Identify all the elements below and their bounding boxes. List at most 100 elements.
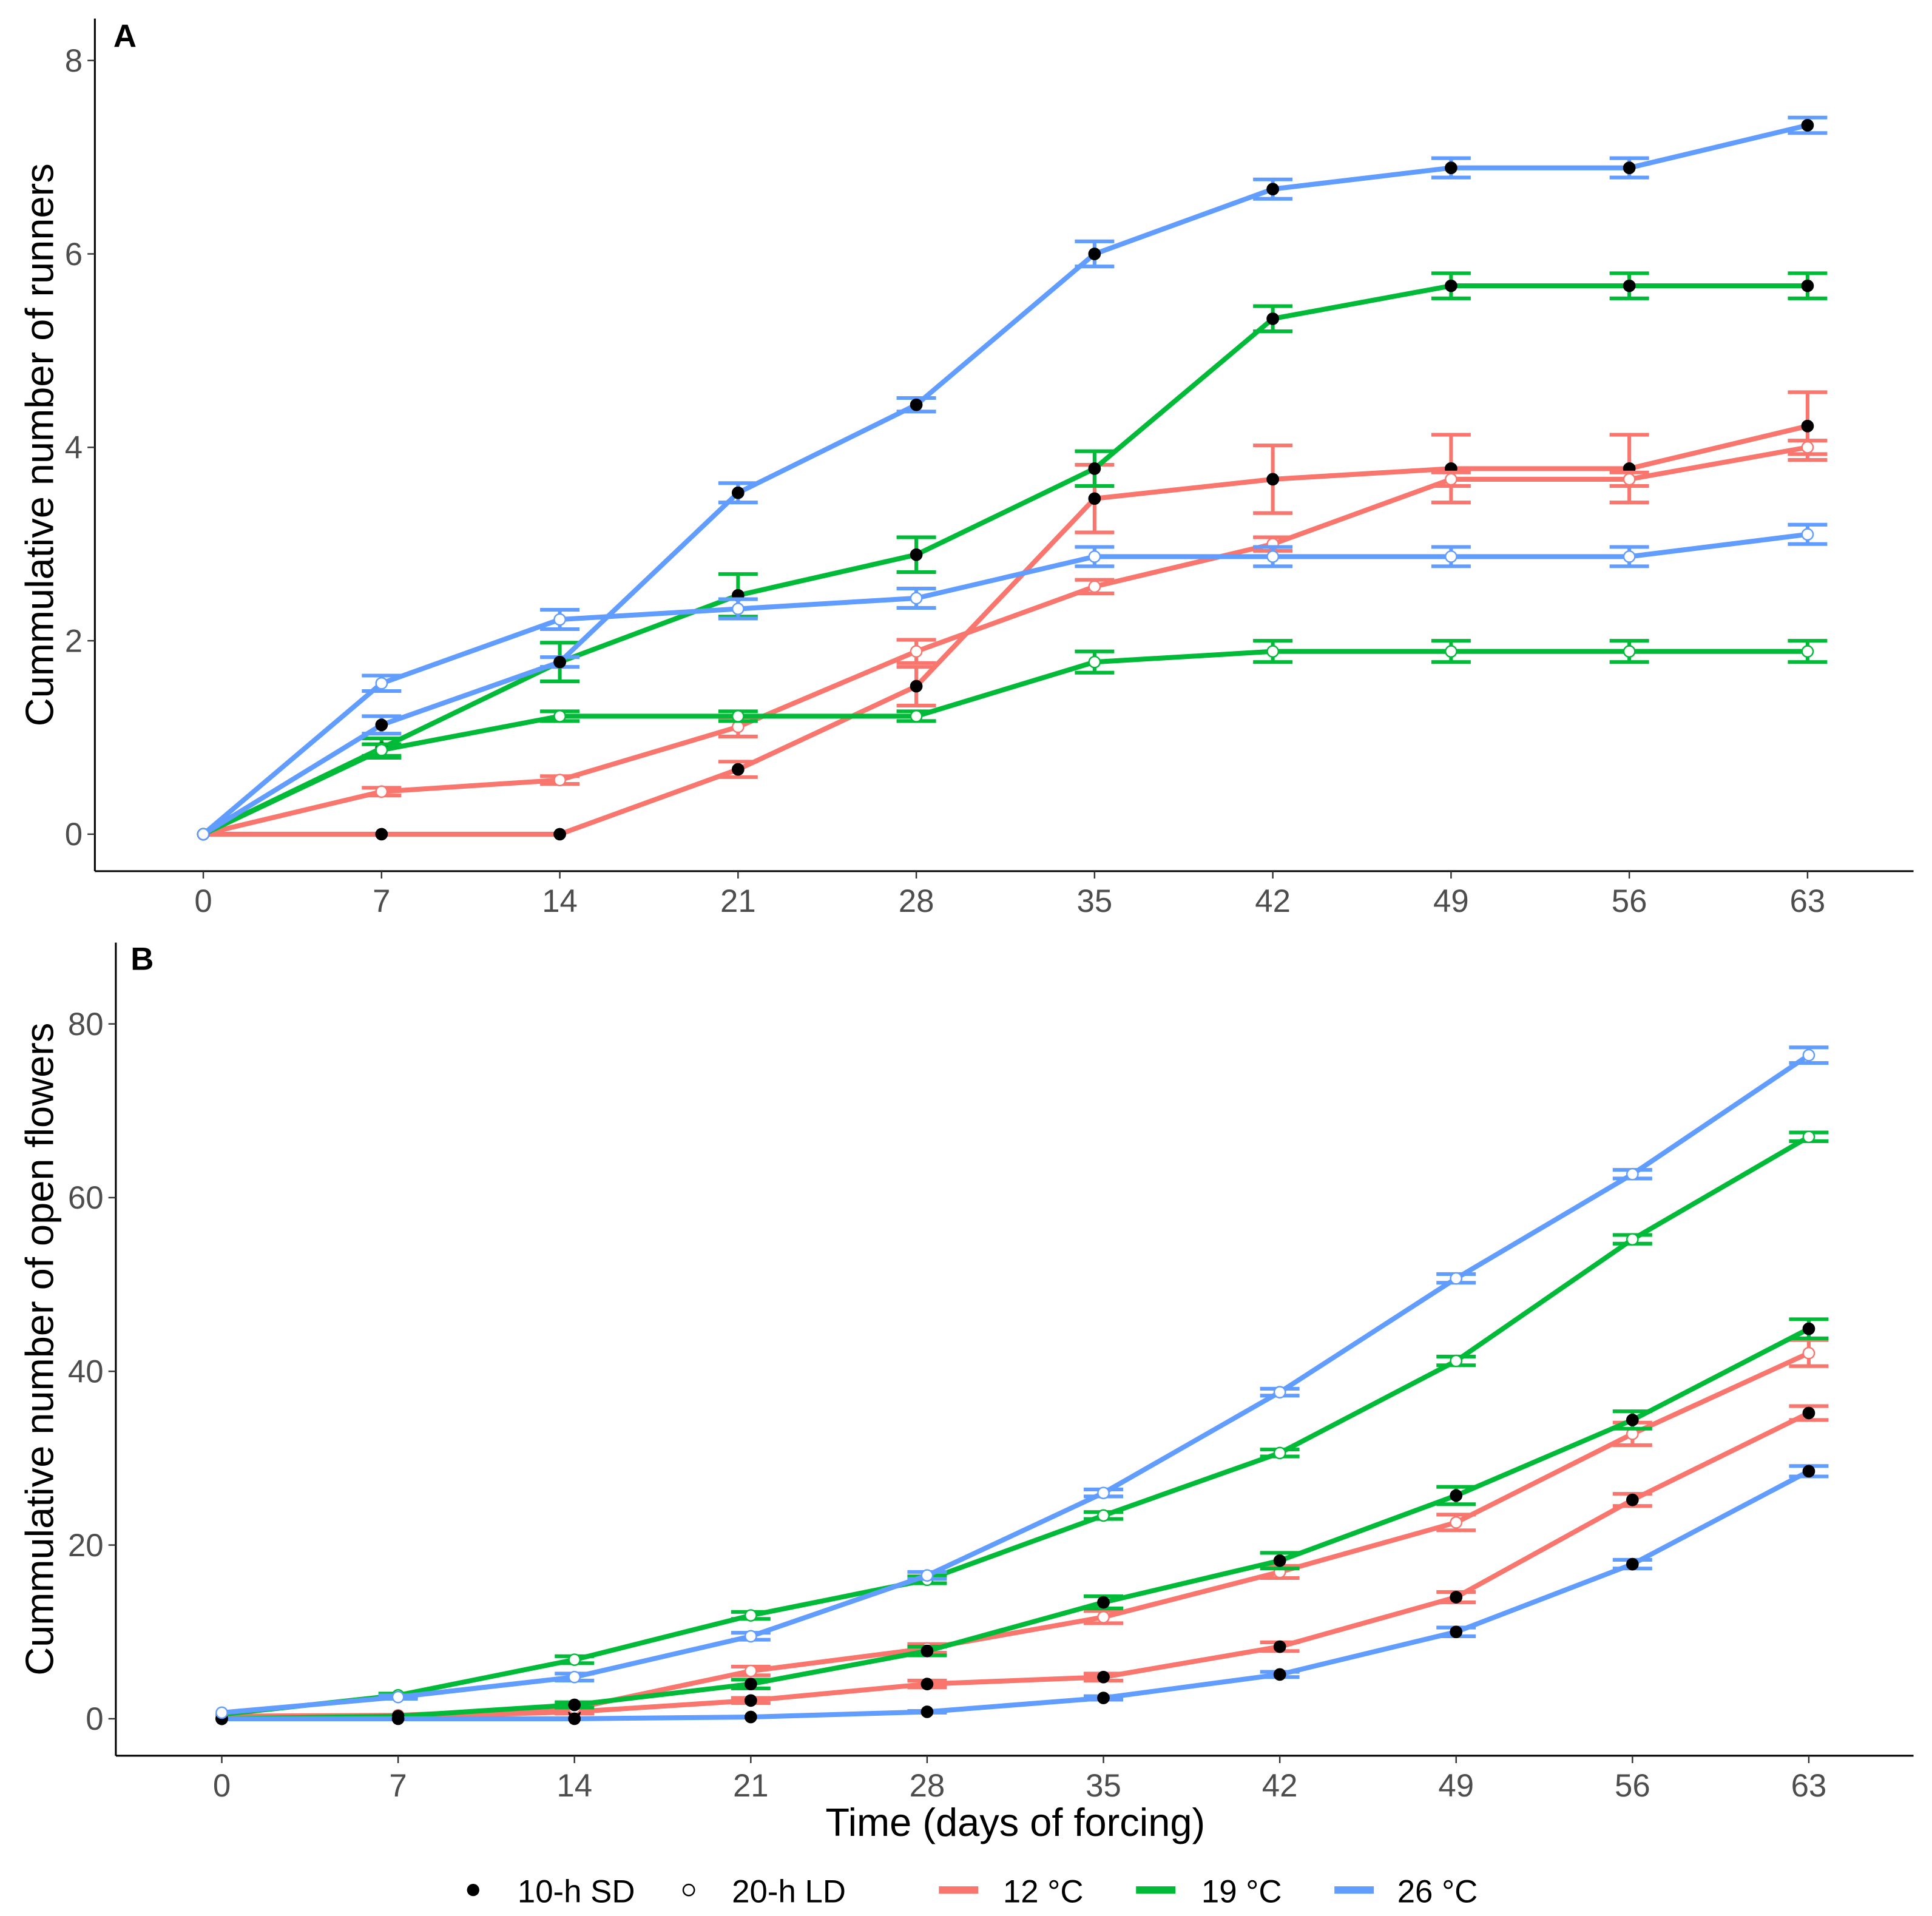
data-point — [553, 613, 566, 626]
x-tick-label: 21 — [720, 883, 756, 919]
data-point — [1801, 119, 1814, 132]
data-point — [1445, 473, 1457, 486]
data-point — [1450, 1516, 1463, 1529]
data-point — [1097, 1670, 1110, 1684]
data-point — [197, 828, 210, 841]
y-tick-label: 40 — [68, 1354, 104, 1390]
data-point — [910, 680, 923, 693]
data-point — [553, 655, 566, 669]
data-point — [1088, 492, 1101, 505]
data-point — [1273, 1554, 1286, 1567]
series-line — [203, 445, 1808, 837]
data-point — [1097, 1486, 1110, 1500]
data-point — [920, 1644, 934, 1658]
data-point — [1623, 550, 1636, 563]
data-point — [744, 1630, 757, 1643]
data-point — [568, 1712, 581, 1725]
data-point — [1097, 1692, 1110, 1704]
data-point — [1450, 1591, 1463, 1604]
data-point — [1801, 645, 1814, 658]
x-tick-label: 56 — [1615, 1768, 1650, 1804]
legend-label-12c: 12 °C — [1003, 1874, 1084, 1909]
y-tick-label: 8 — [65, 43, 83, 79]
data-point — [1626, 1167, 1639, 1181]
x-tick-label: 14 — [556, 1768, 592, 1804]
data-point — [1097, 1509, 1110, 1522]
y-tick-label: 60 — [68, 1180, 104, 1216]
data-point — [1623, 473, 1636, 486]
data-point — [910, 645, 923, 658]
y-axis-title-a: Cummulative number of runners — [17, 163, 61, 726]
data-point — [1626, 1233, 1639, 1246]
data-point — [731, 710, 745, 723]
data-point — [1273, 1386, 1286, 1398]
series-line — [202, 649, 1808, 837]
legend-19c-swatch — [1136, 1886, 1176, 1894]
data-point — [1445, 161, 1457, 174]
legend-26c-swatch — [1334, 1886, 1374, 1894]
data-point — [731, 720, 745, 734]
data-point — [1623, 279, 1636, 292]
data-point — [1626, 1557, 1639, 1571]
data-point — [1273, 1668, 1286, 1681]
legend-label-ld: 20-h LD — [732, 1874, 846, 1909]
data-point — [391, 1690, 405, 1704]
y-tick-label: 0 — [65, 817, 83, 852]
data-point — [1623, 161, 1636, 174]
panel-a: A Cummulative number of runners 0 7 14 21 28… — [17, 18, 1914, 919]
y-axis-title-b: Cummulative number of open flowers — [17, 1023, 61, 1676]
data-point — [1273, 1446, 1286, 1460]
y-tick-label: 20 — [68, 1528, 104, 1563]
series-26-c-10-h-sd — [215, 1464, 1829, 1725]
y-tick-label: 2 — [65, 623, 83, 659]
data-point — [1450, 1272, 1463, 1285]
data-point — [744, 1710, 757, 1724]
data-point — [744, 1678, 757, 1690]
x-tick-label: 0 — [194, 883, 212, 919]
data-point — [553, 774, 566, 787]
data-point — [375, 785, 388, 798]
legend-open-point-icon — [682, 1883, 695, 1897]
data-point — [1088, 462, 1101, 475]
data-point — [910, 592, 923, 605]
data-point — [1097, 1611, 1110, 1624]
series-line — [201, 531, 1808, 837]
x-tick-label: 21 — [733, 1768, 769, 1804]
data-point — [568, 1670, 581, 1684]
x-tick-label: 56 — [1612, 883, 1647, 919]
data-point — [731, 602, 745, 615]
data-point — [1801, 279, 1814, 292]
data-point — [910, 710, 923, 723]
data-point — [1445, 645, 1457, 658]
panel-label-b: B — [130, 941, 154, 977]
y-tick-label: 6 — [65, 237, 83, 272]
data-point — [744, 1609, 757, 1622]
data-point — [375, 828, 388, 841]
legend-label-19c: 19 °C — [1201, 1874, 1282, 1909]
panel-b: B Cummulative number of open flowers Tim… — [17, 941, 1914, 1844]
data-point — [910, 398, 923, 411]
series-line — [202, 283, 1808, 837]
data-point — [1266, 645, 1279, 658]
data-point — [1088, 655, 1101, 669]
data-point — [1266, 312, 1279, 325]
data-point — [1450, 1625, 1463, 1639]
x-tick-label: 0 — [213, 1768, 231, 1804]
data-point — [1626, 1414, 1639, 1426]
data-point — [920, 1705, 934, 1718]
series-line — [221, 1135, 1810, 1717]
series-line — [203, 423, 1808, 837]
data-point — [391, 1712, 405, 1725]
series-line — [221, 1411, 1810, 1721]
x-tick-label: 42 — [1262, 1768, 1298, 1804]
series-line — [201, 123, 1808, 837]
data-point — [920, 1678, 934, 1690]
x-tick-label: 35 — [1086, 1768, 1121, 1804]
legend-label-sd: 10-h SD — [518, 1874, 635, 1909]
y-tick-label: 0 — [86, 1701, 103, 1737]
x-tick-label: 35 — [1077, 883, 1113, 919]
series-line — [221, 1326, 1810, 1721]
series-26-c-10-h-sd — [197, 115, 1828, 841]
data-point — [375, 743, 388, 757]
